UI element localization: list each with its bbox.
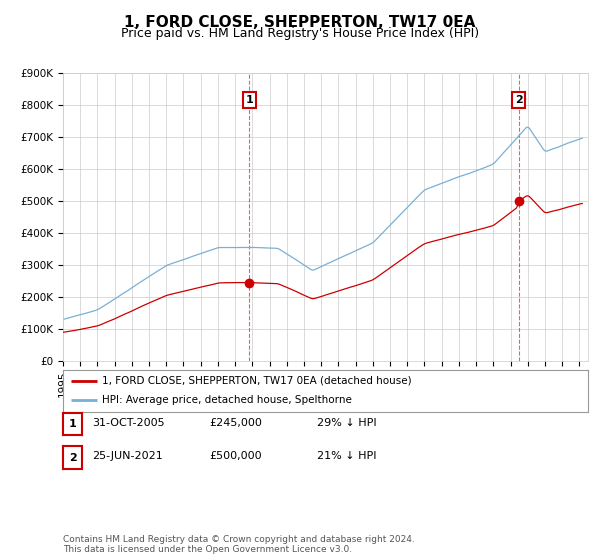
Text: 1: 1 xyxy=(245,95,253,105)
Text: Price paid vs. HM Land Registry's House Price Index (HPI): Price paid vs. HM Land Registry's House … xyxy=(121,27,479,40)
Text: 1, FORD CLOSE, SHEPPERTON, TW17 0EA (detached house): 1, FORD CLOSE, SHEPPERTON, TW17 0EA (det… xyxy=(103,376,412,386)
Text: 2: 2 xyxy=(69,452,76,463)
Text: 31-OCT-2005: 31-OCT-2005 xyxy=(92,418,164,428)
Text: 2: 2 xyxy=(515,95,523,105)
Text: £245,000: £245,000 xyxy=(209,418,262,428)
Text: 25-JUN-2021: 25-JUN-2021 xyxy=(92,451,163,461)
Text: Contains HM Land Registry data © Crown copyright and database right 2024.
This d: Contains HM Land Registry data © Crown c… xyxy=(63,535,415,554)
Text: 1, FORD CLOSE, SHEPPERTON, TW17 0EA: 1, FORD CLOSE, SHEPPERTON, TW17 0EA xyxy=(124,15,476,30)
Text: 1: 1 xyxy=(69,419,76,429)
Text: HPI: Average price, detached house, Spelthorne: HPI: Average price, detached house, Spel… xyxy=(103,395,352,405)
Text: 29% ↓ HPI: 29% ↓ HPI xyxy=(317,418,376,428)
Text: £500,000: £500,000 xyxy=(209,451,262,461)
Text: 21% ↓ HPI: 21% ↓ HPI xyxy=(317,451,376,461)
